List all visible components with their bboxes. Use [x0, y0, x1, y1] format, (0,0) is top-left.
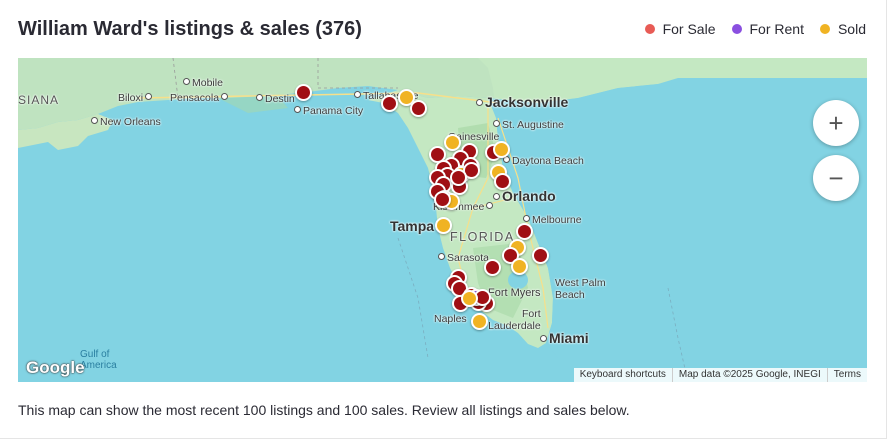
- map-footnote: This map can show the most recent 100 li…: [18, 402, 630, 418]
- map-label-melbourne: Melbourne: [523, 214, 582, 226]
- for-rent-dot-icon: [731, 24, 742, 34]
- city-dot-icon: [476, 99, 483, 106]
- city-dot-icon: [503, 156, 510, 163]
- keyboard-shortcuts-link[interactable]: Keyboard shortcuts: [579, 369, 666, 380]
- legend-for-rent: For Rent: [731, 21, 804, 37]
- city-dot-icon: [438, 253, 445, 260]
- map-label-louisiana: SIANA: [18, 93, 60, 107]
- legend-label: For Rent: [749, 21, 804, 37]
- city-dot-icon: [523, 215, 530, 222]
- map-pin-sale[interactable]: [450, 169, 467, 186]
- map-pin-sold[interactable]: [461, 290, 478, 307]
- terms-link[interactable]: Terms: [826, 368, 867, 382]
- map-pin-sale[interactable]: [295, 84, 312, 101]
- map-attribution: Keyboard shortcuts Map data ©2025 Google…: [573, 368, 867, 382]
- city-dot-icon: [354, 91, 361, 98]
- map-label-mobile: Mobile: [183, 77, 223, 89]
- city-dot-icon: [91, 117, 98, 124]
- legend-for-sale: For Sale: [644, 21, 716, 37]
- map-pin-sold[interactable]: [471, 313, 488, 330]
- map-label-west-palm-beach-text: Beach: [555, 289, 585, 301]
- map-label-sarasota-text: Sarasota: [447, 252, 490, 264]
- map-label-west-palm-text: West Palm: [555, 277, 606, 289]
- map-legend: For Sale For Rent Sold: [644, 21, 866, 37]
- city-dot-icon: [256, 94, 263, 101]
- map-label-miami-text: Miami: [549, 330, 589, 346]
- map-label-lauderdale-text: Lauderdale: [488, 320, 541, 332]
- page-title: William Ward's listings & sales (376): [18, 18, 362, 40]
- legend-label: For Sale: [662, 21, 716, 37]
- map-pin-sale[interactable]: [494, 173, 511, 190]
- listings-map[interactable]: SIANA Biloxi Mobile Pensacola Destin Pan…: [18, 58, 867, 382]
- city-dot-icon: [493, 193, 500, 200]
- map-label-daytona-beach: Daytona Beach: [503, 155, 584, 167]
- map-label-florida: FLORIDA: [450, 230, 515, 244]
- map-label-jacksonville: Jacksonville: [476, 94, 568, 110]
- map-label-orlando: Orlando: [493, 188, 556, 204]
- map-label-new-orleans-text: New Orleans: [100, 116, 161, 128]
- map-label-panama-city: Panama City: [294, 105, 363, 117]
- for-sale-dot-icon: [644, 24, 655, 34]
- map-pin-sale[interactable]: [434, 191, 451, 208]
- map-label-fort-myers: Fort Myers: [488, 287, 541, 299]
- map-label-new-orleans: New Orleans: [91, 116, 161, 128]
- map-label-st-augustine-text: St. Augustine: [502, 119, 564, 131]
- map-pin-sale[interactable]: [381, 95, 398, 112]
- map-label-sarasota: Sarasota: [438, 252, 489, 264]
- map-label-pensacola: Pensacola: [170, 92, 230, 104]
- map-pin-sale[interactable]: [532, 247, 549, 264]
- map-pin-sale[interactable]: [484, 259, 501, 276]
- city-dot-icon: [493, 120, 500, 127]
- map-pin-sold[interactable]: [398, 89, 415, 106]
- city-dot-icon: [221, 93, 229, 100]
- map-label-biloxi: Biloxi: [118, 92, 154, 104]
- sold-dot-icon: [819, 24, 830, 34]
- map-pin-sale[interactable]: [410, 100, 427, 117]
- city-dot-icon: [486, 202, 494, 209]
- map-pin-sold[interactable]: [435, 217, 452, 234]
- map-pin-sold[interactable]: [493, 141, 510, 158]
- map-label-panama-city-text: Panama City: [303, 105, 364, 117]
- map-label-gulf-text: Gulf of: [80, 349, 110, 360]
- map-label-destin-text: Destin: [265, 93, 295, 105]
- map-pin-sold[interactable]: [511, 258, 528, 275]
- zoom-in-button[interactable]: +: [813, 100, 859, 146]
- legend-label: Sold: [837, 21, 866, 37]
- map-label-gulf-text-2: America: [80, 360, 117, 371]
- city-dot-icon: [540, 335, 547, 342]
- google-logo: Google: [26, 358, 85, 377]
- map-label-destin: Destin: [256, 93, 295, 105]
- map-label-jacksonville-text: Jacksonville: [485, 94, 569, 110]
- map-label-daytona-beach-text: Daytona Beach: [512, 155, 584, 167]
- city-dot-icon: [145, 93, 153, 100]
- city-dot-icon: [183, 78, 190, 85]
- map-label-orlando-text: Orlando: [502, 188, 556, 204]
- map-label-fort-lauderdale: Fort Lauderdale: [488, 308, 541, 332]
- map-label-gulf: Gulf of America: [80, 349, 117, 371]
- map-label-melbourne-text: Melbourne: [532, 214, 582, 226]
- city-dot-icon: [294, 106, 301, 113]
- map-label-biloxi-text: Biloxi: [118, 92, 144, 104]
- legend-sold: Sold: [819, 21, 866, 37]
- map-label-tampa: Tampa: [390, 218, 435, 234]
- map-label-fort-text: Fort: [522, 308, 541, 320]
- map-data-credit: Map data ©2025 Google, INEGI: [671, 368, 827, 382]
- map-label-miami: Miami: [540, 330, 589, 346]
- map-label-st-augustine: St. Augustine: [493, 119, 564, 131]
- map-label-mobile-text: Mobile: [192, 77, 223, 89]
- map-pin-sold[interactable]: [444, 134, 461, 151]
- map-pin-sale[interactable]: [516, 223, 533, 240]
- map-label-pensacola-text: Pensacola: [170, 92, 220, 104]
- zoom-out-button[interactable]: −: [813, 155, 859, 201]
- map-label-west-palm-beach: West Palm Beach: [555, 277, 606, 301]
- map-label-naples: Naples: [434, 313, 467, 325]
